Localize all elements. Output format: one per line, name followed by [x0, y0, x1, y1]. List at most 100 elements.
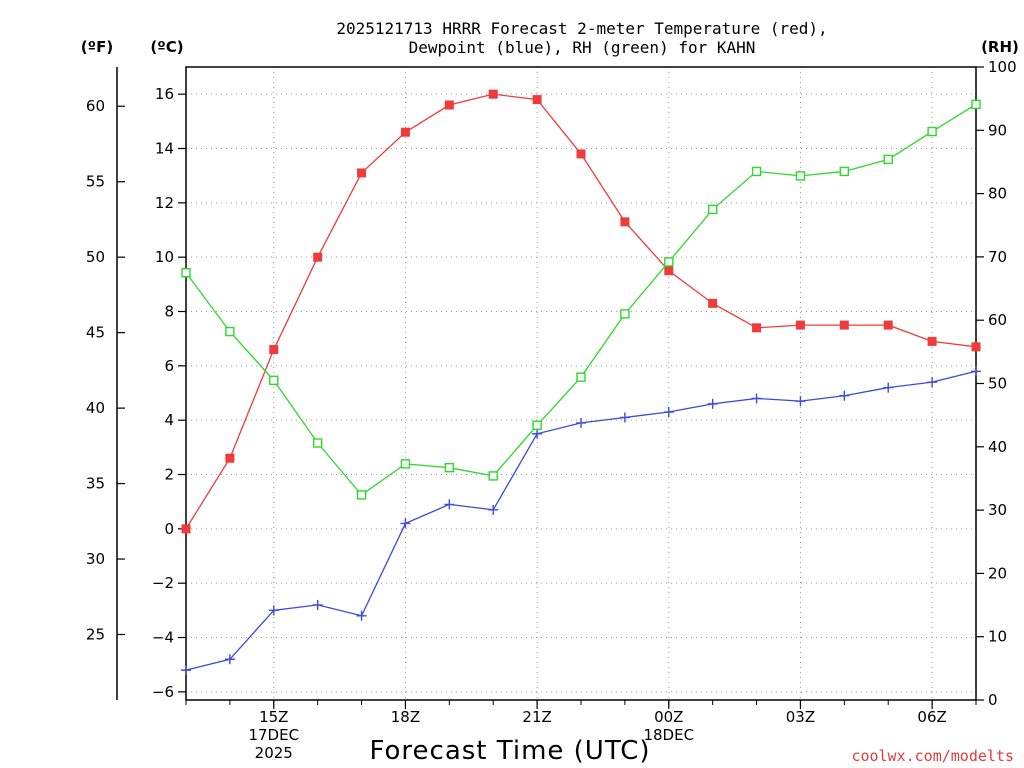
x-tick-label: 18Z — [391, 708, 420, 726]
x-tick-label: 17DEC — [248, 726, 299, 744]
rh-tick-label: 80 — [988, 185, 1007, 203]
x-axis-title: Forecast Time (UTC) — [369, 736, 650, 766]
data-point — [883, 320, 893, 330]
data-point — [795, 171, 806, 181]
data-point — [752, 323, 762, 333]
data-point — [356, 610, 367, 621]
celsius-tick-label: −6 — [152, 683, 174, 701]
data-point — [664, 266, 674, 276]
x-tick-label: 03Z — [786, 708, 815, 726]
fahrenheit-unit-label: (ºF) — [81, 38, 113, 56]
data-point — [576, 372, 586, 382]
data-point — [532, 95, 542, 105]
data-point — [268, 605, 279, 616]
credit-label: coolwx.com/modelts — [851, 747, 1014, 765]
celsius-tick-label: 2 — [164, 466, 174, 484]
data-point — [664, 257, 674, 267]
rh-tick-label: 50 — [988, 375, 1007, 393]
data-point — [532, 428, 543, 439]
rh-tick-label: 20 — [988, 564, 1007, 582]
data-point — [883, 154, 893, 165]
data-point — [181, 268, 191, 278]
data-point — [400, 518, 411, 529]
data-point — [663, 407, 674, 418]
series-line — [185, 370, 977, 671]
x-tick-label: 15Z — [259, 708, 288, 726]
celsius-tick-label: 10 — [155, 248, 174, 266]
fahrenheit-tick-label: 45 — [86, 324, 105, 342]
data-point — [181, 665, 191, 676]
celsius-tick-label: 8 — [164, 303, 174, 321]
rh-tick-label: 70 — [988, 248, 1007, 266]
data-point — [839, 166, 850, 177]
data-point — [312, 599, 323, 610]
data-point — [269, 345, 279, 355]
x-tick-label: 06Z — [917, 708, 946, 726]
data-point — [620, 217, 630, 227]
data-point — [444, 100, 454, 110]
rh-tick-label: 10 — [988, 628, 1007, 646]
rh-tick-label: 90 — [988, 121, 1007, 139]
rh-tick-label: 100 — [988, 58, 1017, 76]
series-2-meter-temperature — [181, 89, 981, 534]
series-rh — [181, 99, 981, 500]
fahrenheit-tick-label: 35 — [86, 475, 105, 493]
celsius-tick-label: 16 — [155, 85, 174, 103]
data-point — [224, 654, 235, 665]
data-point — [312, 438, 323, 448]
data-point — [444, 499, 455, 510]
fahrenheit-tick-label: 60 — [86, 97, 105, 115]
fahrenheit-tick-label: 25 — [86, 625, 105, 643]
rh-tick-label: 0 — [988, 691, 998, 709]
data-point — [400, 127, 410, 137]
data-point — [269, 375, 279, 386]
celsius-tick-label: 4 — [164, 411, 174, 429]
celsius-tick-label: 14 — [155, 140, 174, 158]
rh-tick-label: 60 — [988, 311, 1007, 329]
data-point — [927, 126, 937, 137]
fahrenheit-tick-label: 40 — [86, 399, 105, 417]
rh-unit-label: (RH) — [981, 38, 1019, 56]
data-point — [883, 382, 894, 393]
series-dewpoint — [181, 366, 981, 676]
data-point — [576, 149, 586, 159]
celsius-tick-label: 12 — [155, 194, 174, 212]
data-point — [795, 320, 805, 330]
data-point — [971, 99, 981, 110]
data-point — [576, 417, 586, 428]
data-point — [619, 412, 630, 423]
data-point — [795, 396, 806, 407]
axes — [116, 66, 984, 709]
data-point — [488, 471, 498, 481]
celsius-tick-label: −4 — [152, 629, 174, 647]
series-line — [185, 103, 977, 496]
data-point — [620, 309, 630, 319]
data-point — [357, 168, 367, 178]
data-point — [839, 320, 849, 330]
celsius-unit-label: (ºC) — [150, 38, 183, 56]
celsius-tick-label: 0 — [164, 520, 174, 538]
celsius-tick-label: −2 — [152, 574, 174, 592]
x-tick-label: 2025 — [255, 744, 293, 762]
data-point — [751, 166, 762, 177]
data-point — [927, 336, 937, 346]
plot-frame — [185, 66, 977, 701]
labels: 2025121713 HRRR Forecast 2-meter Tempera… — [81, 19, 1019, 766]
grid — [186, 67, 976, 700]
rh-tick-label: 30 — [988, 501, 1007, 519]
data-point — [356, 490, 367, 500]
data-point — [488, 504, 499, 515]
chart-title-line-1: 2025121713 HRRR Forecast 2-meter Tempera… — [336, 19, 827, 38]
chart-title-line-2: Dewpoint (blue), RH (green) for KAHN — [409, 38, 756, 57]
x-tick-label: 00Z — [654, 708, 683, 726]
data-point — [488, 89, 498, 99]
data-point — [532, 420, 542, 430]
data-point — [971, 342, 981, 352]
x-tick-label: 18DEC — [643, 726, 694, 744]
data-point — [927, 377, 938, 388]
data-point — [751, 393, 762, 404]
x-tick-label: 21Z — [522, 708, 551, 726]
data-point — [707, 204, 718, 215]
data-point — [181, 524, 191, 534]
